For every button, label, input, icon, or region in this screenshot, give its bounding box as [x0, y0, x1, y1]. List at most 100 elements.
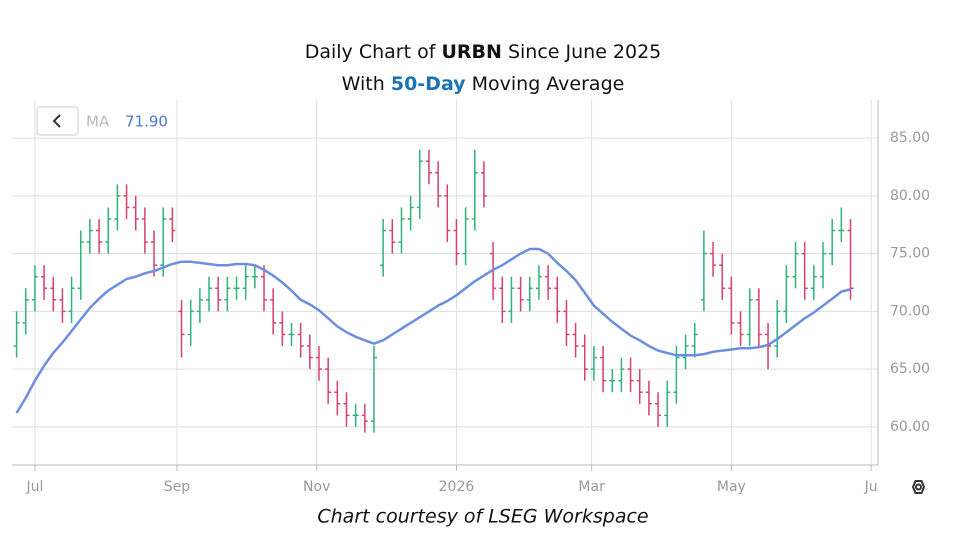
ohlc-bar	[41, 265, 48, 300]
ohlc-bar	[664, 380, 671, 427]
subtitle-part: 50-Day	[391, 73, 466, 95]
ohlc-bar	[261, 265, 268, 312]
ohlc-bar	[499, 276, 506, 323]
x-tick-label: Ju	[864, 479, 878, 495]
ohlc-bar	[105, 207, 112, 254]
ohlc-bar	[590, 346, 597, 381]
ohlc-bar	[178, 299, 185, 358]
ohlc-bar	[792, 242, 799, 289]
ohlc-bar	[206, 276, 213, 312]
y-tick-label: 85.00	[890, 130, 930, 146]
ohlc-bar	[297, 322, 304, 358]
ohlc-bar	[22, 288, 29, 335]
legend-value: 71.90	[125, 113, 168, 131]
ohlc-bar	[361, 403, 368, 433]
ohlc-bar	[343, 392, 350, 427]
ohlc-bar	[700, 230, 707, 312]
x-tick-label: 2026	[439, 479, 475, 495]
x-tick-label: Jul	[25, 479, 43, 495]
ohlc-bar	[96, 218, 103, 254]
caption: Chart courtesy of LSEG Workspace	[317, 506, 648, 528]
ohlc-bar	[160, 207, 167, 277]
ohlc-bar	[691, 322, 698, 358]
ohlc-bar	[847, 218, 854, 300]
settings-button[interactable]	[911, 480, 926, 494]
ohlc-bar	[380, 218, 387, 277]
x-tick-label: Mar	[578, 479, 605, 495]
ohlc-bar	[315, 346, 322, 381]
ohlc-bar	[609, 369, 616, 393]
ohlc-bar	[471, 149, 478, 231]
ohlc-bar	[68, 276, 75, 323]
x-tick-label: May	[717, 479, 746, 495]
ohlc-bar	[783, 265, 790, 323]
ohlc-bar	[508, 276, 515, 323]
ohlc-bar	[636, 369, 643, 404]
ohlc-bar	[141, 207, 148, 254]
ohlc-bar	[627, 357, 634, 393]
ohlc-bar	[169, 207, 176, 243]
ohlc-bar	[416, 149, 423, 219]
ohlc-bar	[645, 380, 652, 416]
back-button[interactable]	[36, 106, 79, 136]
ohlc-bar	[242, 265, 249, 300]
ohlc-bar	[389, 218, 396, 254]
back-icon	[52, 114, 61, 128]
ohlc-bar	[710, 242, 717, 277]
ohlc-bar	[270, 288, 277, 335]
ohlc-bar	[563, 299, 570, 347]
title-part: Daily Chart of	[305, 41, 442, 63]
ohlc-bar	[352, 403, 359, 427]
y-tick-label: 60.00	[890, 419, 930, 435]
ohlc-bar	[600, 346, 607, 393]
ohlc-bar	[526, 276, 533, 312]
ohlc-bar	[325, 357, 332, 404]
y-tick-label: 70.00	[890, 303, 930, 319]
ohlc-bar	[151, 230, 158, 277]
ohlc-bar	[13, 311, 20, 358]
subtitle-part: Moving Average	[466, 73, 625, 95]
ohlc-bar	[545, 265, 552, 300]
ohlc-bar	[288, 322, 295, 347]
ohlc-bar	[31, 265, 38, 312]
ohlc-bar	[655, 392, 662, 427]
ohlc-bar	[196, 288, 203, 323]
ohlc-bar	[123, 184, 130, 219]
ohlc-bar	[224, 276, 231, 312]
ohlc-bar	[810, 265, 817, 300]
ohlc-bar	[59, 288, 66, 323]
y-tick-label: 75.00	[890, 246, 930, 262]
subtitle-part: With	[342, 73, 391, 95]
ohlc-bar	[682, 334, 689, 370]
chart-subtitle: With 50-Day Moving Average	[342, 73, 625, 95]
ohlc-bar	[398, 207, 405, 254]
y-tick-label: 80.00	[890, 188, 930, 204]
ohlc-bar	[572, 322, 579, 358]
ohlc-bar	[187, 299, 194, 347]
ohlc-bar	[820, 242, 827, 289]
moving-average-line	[15, 247, 851, 414]
ohlc-bar	[755, 288, 762, 347]
ohlc-bar	[407, 195, 414, 231]
ohlc-bar	[462, 207, 469, 266]
ohlc-bar	[435, 161, 442, 208]
x-tick-label: Nov	[303, 479, 330, 495]
ohlc-bar	[774, 299, 781, 358]
ohlc-bar	[554, 276, 561, 323]
ohlc-bar	[453, 218, 460, 266]
ohlc-bar	[334, 380, 341, 416]
ohlc-bar	[86, 218, 93, 254]
ohlc-bar	[279, 311, 286, 347]
ohlc-bar	[618, 357, 625, 393]
ohlc-bar	[114, 184, 121, 231]
title-part: URBN	[441, 41, 501, 63]
ohlc-bar	[746, 288, 753, 347]
plot-area: 60.00 65.00 70.00 75.00 80.00 85.00 Jul Sep Nov 2…	[12, 100, 930, 495]
ohlc-bar	[233, 276, 240, 300]
title-part: Since June 2025	[502, 41, 661, 63]
ohlc-bar	[581, 334, 588, 381]
ohlc-bar	[425, 149, 432, 185]
chart-title: Daily Chart of URBN Since June 2025	[305, 41, 662, 63]
